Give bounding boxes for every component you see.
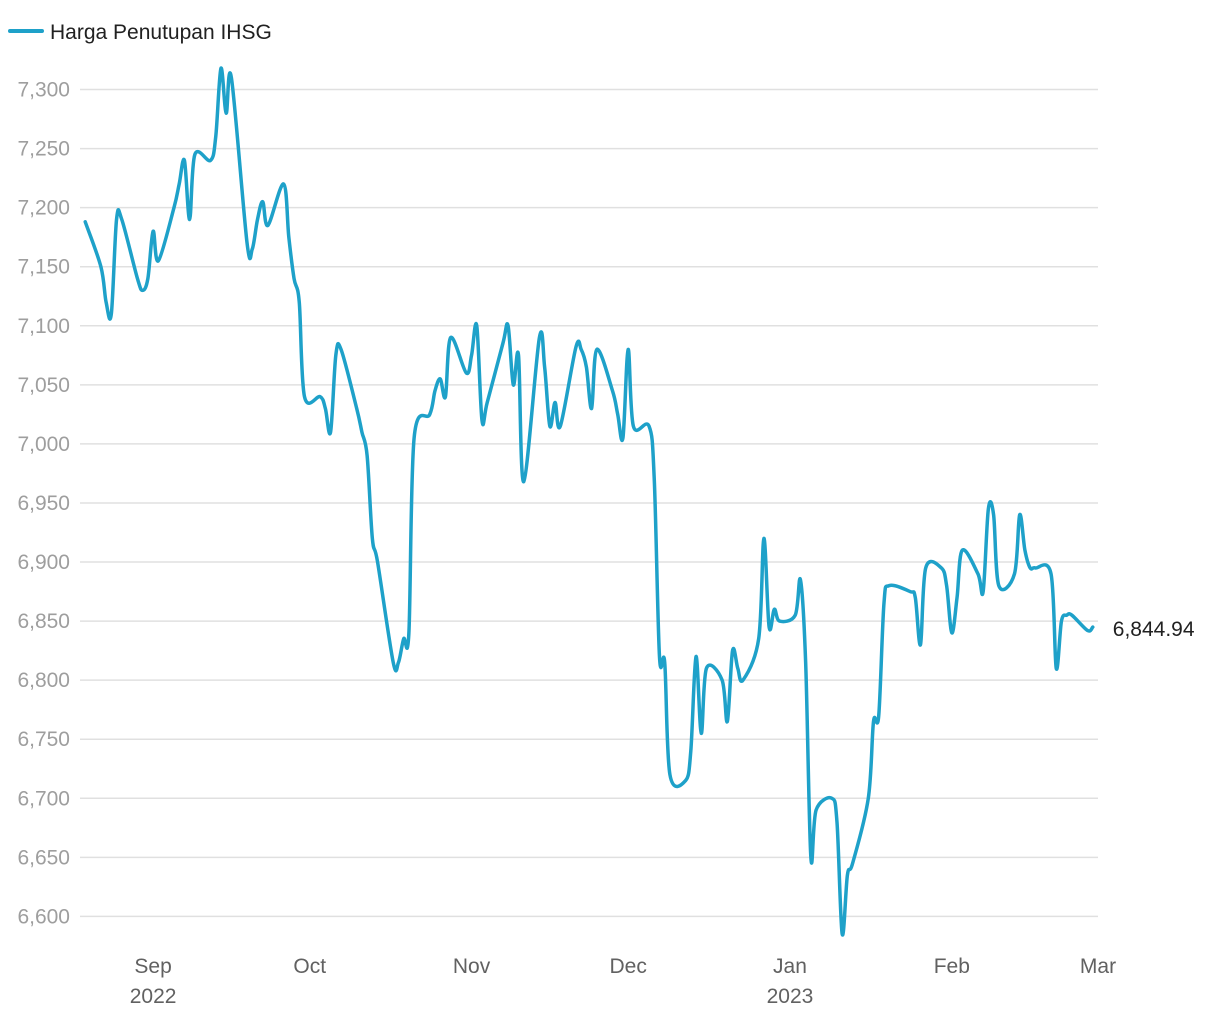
x-tick-label: Jan xyxy=(773,955,807,978)
x-tick-label: Sep xyxy=(134,955,171,978)
y-tick-label: 7,000 xyxy=(17,433,70,456)
series-line-harga-penutupan-ihsg xyxy=(83,66,1095,937)
y-tick-label: 7,050 xyxy=(17,374,70,397)
grid-lines xyxy=(80,88,1098,918)
x-tick-label: Nov xyxy=(453,955,491,978)
last-value-label: 6,844.94 xyxy=(1113,618,1195,641)
x-tick-sublabel: 2023 xyxy=(767,985,814,1008)
y-tick-label: 6,950 xyxy=(17,492,70,515)
series-layer xyxy=(83,66,1095,937)
y-tick-label: 6,700 xyxy=(17,787,70,810)
x-tick-label: Mar xyxy=(1080,955,1116,978)
y-tick-label: 7,150 xyxy=(17,256,70,279)
legend-label: Harga Penutupan IHSG xyxy=(50,21,272,44)
y-tick-label: 6,800 xyxy=(17,669,70,692)
y-tick-label: 6,850 xyxy=(17,610,70,633)
x-tick-label: Feb xyxy=(934,955,970,978)
y-tick-label: 7,300 xyxy=(17,79,70,102)
y-axis: 6,600 6,650 6,700 6,750 6,800 6,850 6,900 6,950… xyxy=(17,79,70,929)
y-tick-label: 6,650 xyxy=(17,846,70,869)
y-tick-label: 7,100 xyxy=(17,315,70,338)
y-tick-label: 7,250 xyxy=(17,138,70,161)
x-tick-sublabel: 2022 xyxy=(130,985,177,1008)
x-axis: Sep 2022 Oct Nov Dec Jan 2023 Feb Mar xyxy=(130,955,1116,1008)
y-tick-label: 6,750 xyxy=(17,728,70,751)
y-tick-label: 6,600 xyxy=(17,905,70,928)
x-tick-label: Dec xyxy=(609,955,646,978)
legend: Harga Penutupan IHSG xyxy=(8,21,272,44)
y-tick-label: 6,900 xyxy=(17,551,70,574)
y-tick-label: 7,200 xyxy=(17,197,70,220)
x-tick-label: Oct xyxy=(293,955,326,978)
